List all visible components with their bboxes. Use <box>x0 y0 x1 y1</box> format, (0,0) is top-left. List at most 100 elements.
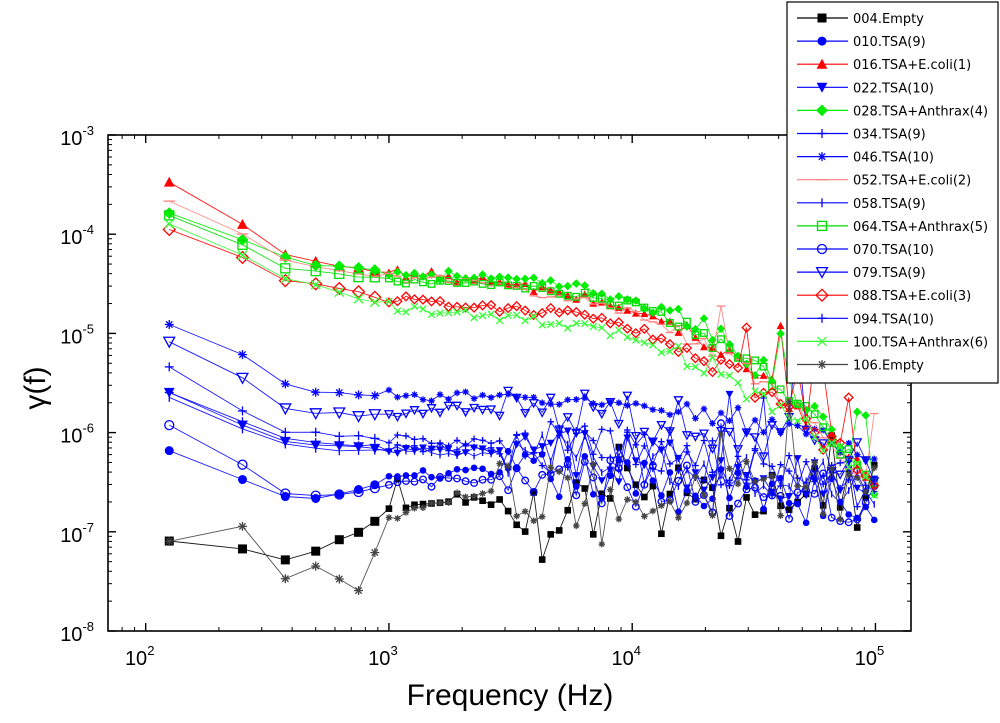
data-point <box>370 391 380 401</box>
data-point <box>400 291 412 302</box>
data-point <box>369 483 380 494</box>
data-point <box>844 518 853 527</box>
data-point <box>445 395 452 403</box>
data-point <box>749 392 761 404</box>
data-point <box>479 490 486 497</box>
data-point <box>800 413 812 424</box>
y-tick-exponent: -7 <box>82 520 94 535</box>
data-point <box>394 473 401 480</box>
data-point <box>580 457 589 466</box>
data-point <box>734 379 742 387</box>
y-tick-base: 10 <box>60 624 82 646</box>
data-point <box>310 279 321 290</box>
legend-label: 079.TSA(9) <box>853 266 926 281</box>
data-point <box>589 531 597 538</box>
data-point <box>383 410 394 420</box>
data-point <box>445 499 452 506</box>
data-point <box>836 484 844 492</box>
data-point <box>775 428 786 438</box>
data-point <box>453 437 461 444</box>
legend-entry: 004.Empty <box>797 12 924 27</box>
data-point <box>461 306 470 314</box>
data-point <box>794 474 801 482</box>
x-tick-exponent: 4 <box>634 643 641 658</box>
data-point <box>311 427 321 437</box>
data-point <box>726 504 733 512</box>
data-point <box>427 482 436 491</box>
data-point <box>411 391 418 398</box>
data-point <box>810 433 819 441</box>
data-point <box>479 445 486 453</box>
data-point <box>494 411 505 422</box>
series-094-tsa-10- <box>164 388 878 510</box>
data-point <box>836 515 844 523</box>
data-point <box>235 372 249 385</box>
data-point <box>554 307 565 318</box>
data-point <box>530 457 537 464</box>
data-point <box>649 477 657 484</box>
data-point <box>563 281 573 291</box>
data-point <box>614 464 623 473</box>
data-point <box>443 301 454 312</box>
data-point <box>503 273 513 282</box>
data-point <box>598 401 606 409</box>
legend-entry: 058.TSA(9) <box>797 197 926 212</box>
data-point <box>852 438 863 448</box>
data-point <box>334 268 345 280</box>
data-point <box>734 353 742 362</box>
data-point <box>563 460 572 468</box>
data-point <box>419 278 427 287</box>
data-point <box>462 493 469 501</box>
data-point <box>632 336 640 344</box>
data-point <box>308 277 323 291</box>
data-point <box>280 574 290 584</box>
data-point <box>683 400 691 408</box>
data-point <box>278 273 293 288</box>
legend-marker <box>817 36 827 46</box>
data-point <box>334 574 344 584</box>
data-point <box>411 501 418 509</box>
data-point <box>776 385 785 394</box>
data-point <box>742 365 751 373</box>
data-point <box>461 279 470 287</box>
legend-entry: 016.TSA+E.coli(1) <box>797 58 971 73</box>
y-tick-base: 10 <box>60 426 82 448</box>
data-point <box>580 281 590 290</box>
data-point <box>793 399 802 408</box>
data-point <box>563 291 572 300</box>
data-point <box>478 279 487 288</box>
data-point <box>385 514 393 521</box>
data-point <box>385 505 393 512</box>
data-point <box>630 328 642 339</box>
data-point <box>334 489 345 500</box>
data-point <box>656 333 667 344</box>
data-point <box>409 406 420 416</box>
data-point <box>614 301 623 310</box>
data-point <box>538 470 547 479</box>
data-point <box>370 480 380 490</box>
legend-entry: 100.TSA+Anthrax(6) <box>797 335 988 350</box>
data-point <box>717 419 725 428</box>
data-point <box>354 586 364 596</box>
data-point <box>664 338 676 350</box>
data-point <box>479 391 486 399</box>
data-point <box>383 297 395 308</box>
data-point <box>279 251 292 263</box>
data-point <box>164 419 175 431</box>
data-point <box>614 291 624 301</box>
data-point <box>760 429 767 436</box>
data-point <box>675 455 682 462</box>
data-point <box>785 514 794 523</box>
data-point <box>237 521 247 531</box>
data-point <box>504 486 513 495</box>
data-point <box>402 308 410 316</box>
legend-marker <box>816 58 828 69</box>
data-point <box>417 409 429 419</box>
data-point <box>734 469 742 477</box>
data-point <box>802 415 810 423</box>
data-point <box>606 331 615 340</box>
legend-label: 010.TSA(9) <box>853 35 926 50</box>
data-point <box>845 476 852 484</box>
data-point <box>370 548 380 558</box>
x-tick-exponent: 3 <box>390 643 397 658</box>
